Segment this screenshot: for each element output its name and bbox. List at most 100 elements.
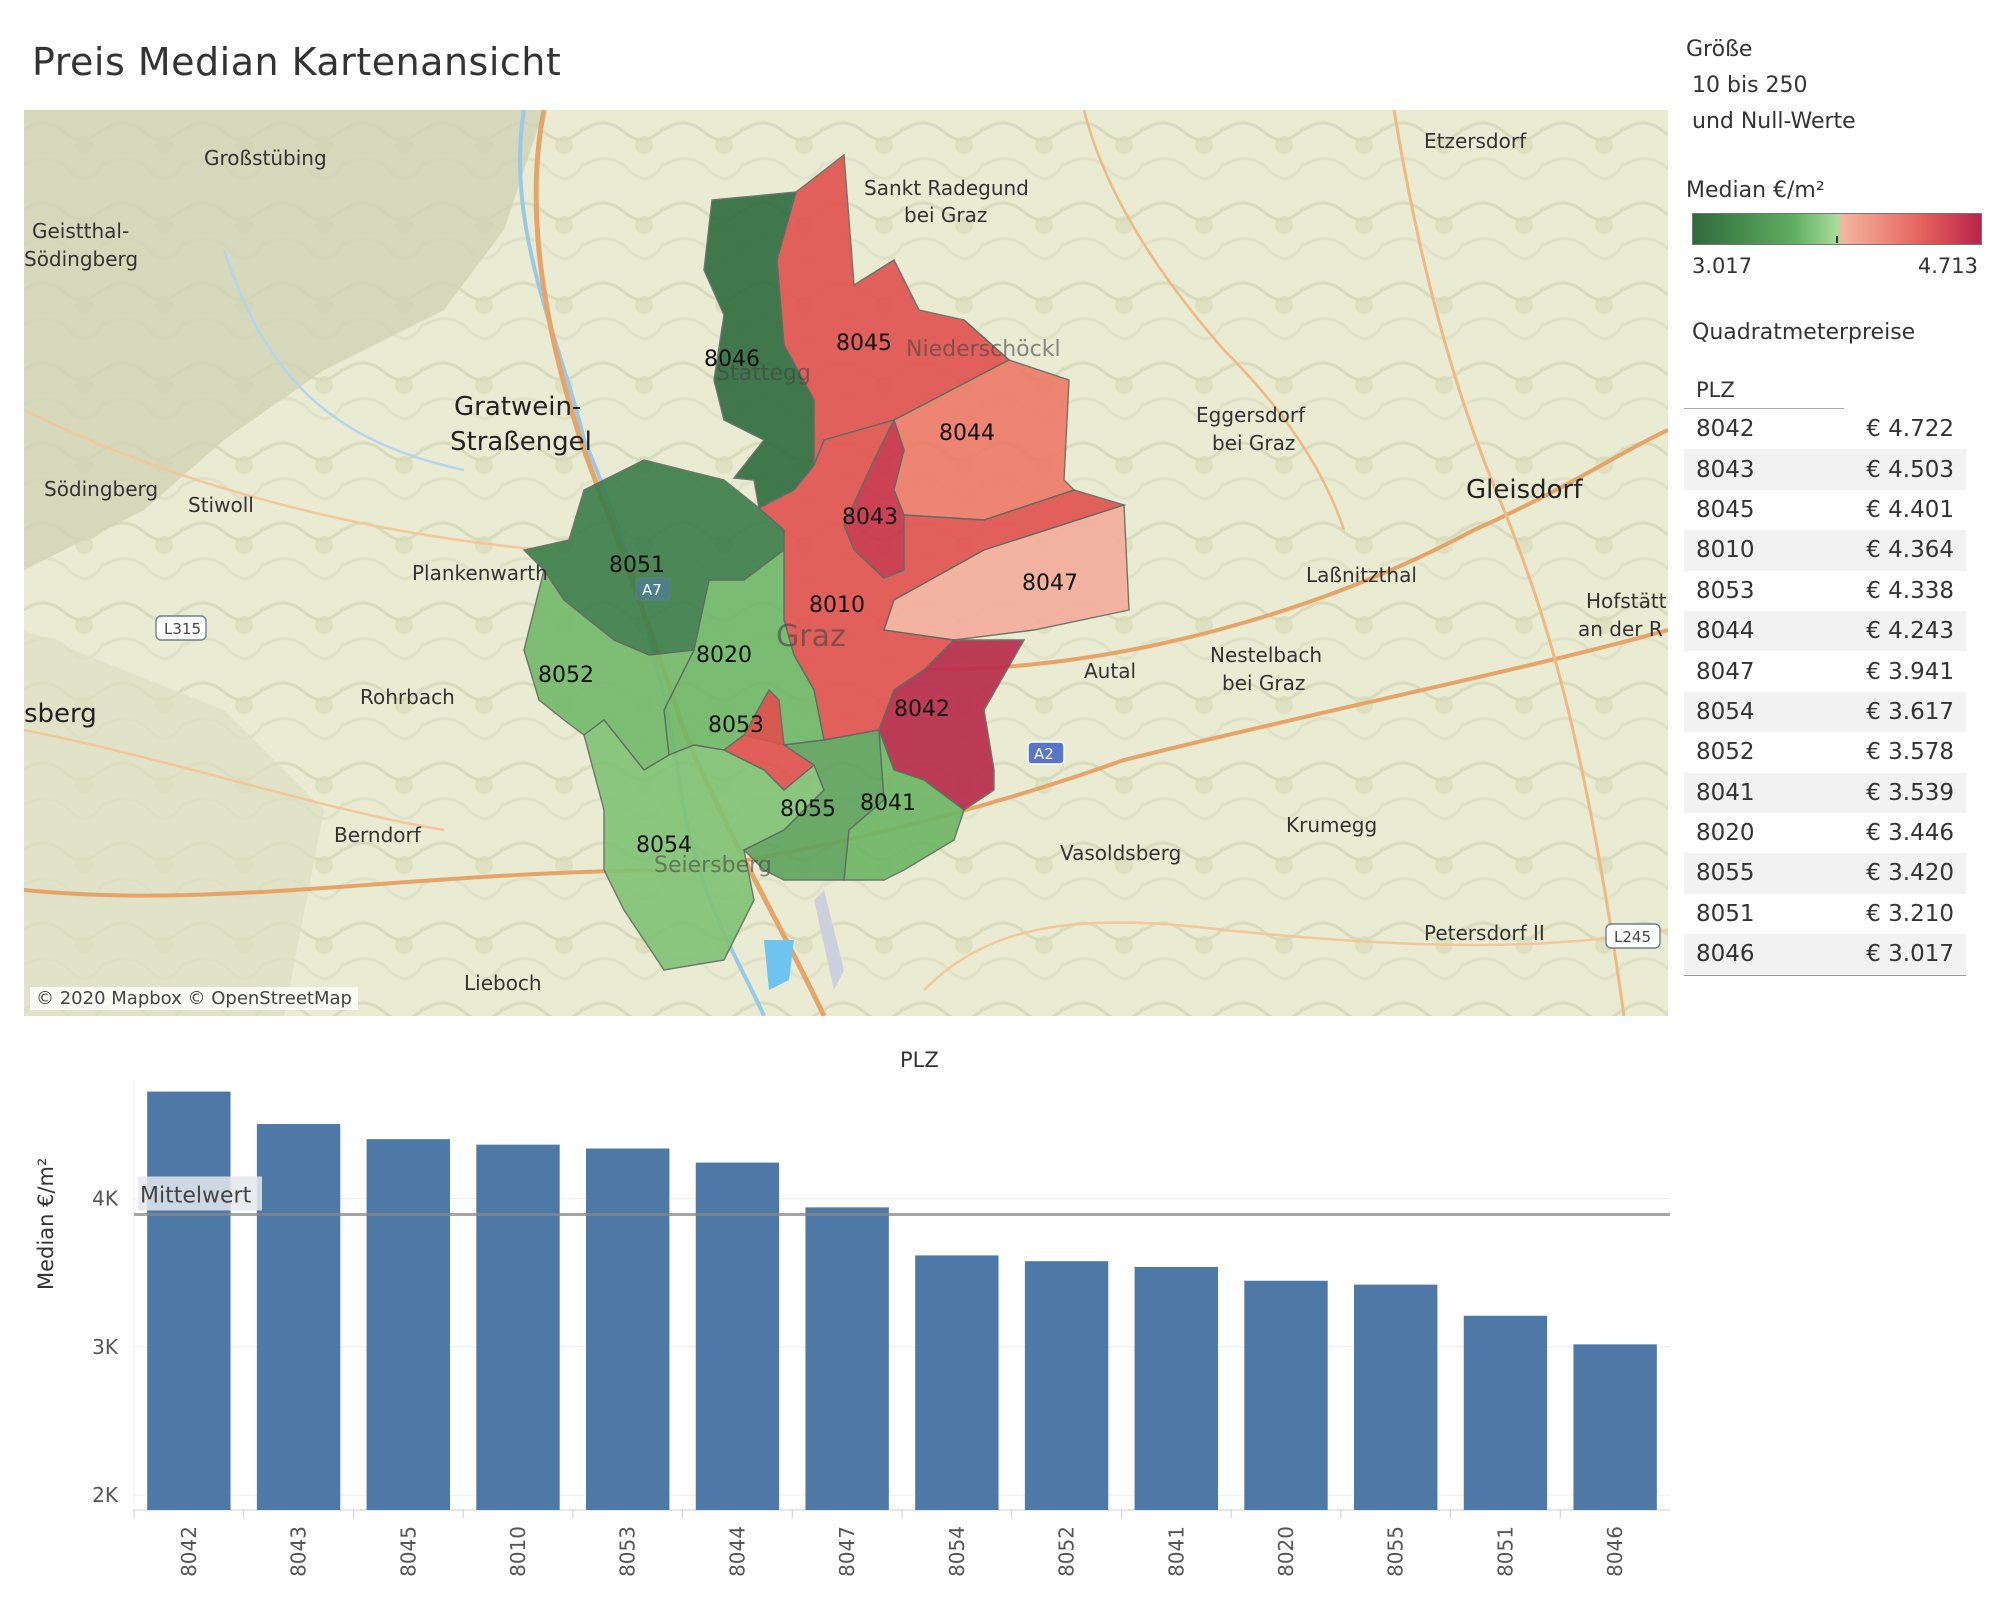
y-tick-label: 2K bbox=[92, 1483, 119, 1507]
table-cell-plz: 8051 bbox=[1696, 900, 1755, 927]
y-tick-label: 4K bbox=[92, 1187, 119, 1211]
svg-text:Niederschöckl: Niederschöckl bbox=[906, 337, 1061, 362]
table-row[interactable]: 8043 € 4.503 bbox=[1684, 449, 1966, 490]
svg-text:Petersdorf II: Petersdorf II bbox=[1424, 921, 1545, 945]
svg-text:Autal: Autal bbox=[1084, 659, 1136, 683]
bar-8046[interactable] bbox=[1573, 1344, 1657, 1510]
svg-text:Sankt Radegund: Sankt Radegund bbox=[864, 176, 1029, 200]
svg-text:A2: A2 bbox=[1034, 745, 1054, 763]
svg-text:8044: 8044 bbox=[939, 421, 995, 446]
svg-text:8042: 8042 bbox=[894, 697, 950, 722]
svg-text:Großstübing: Großstübing bbox=[204, 146, 327, 170]
mean-reference-label: Mittelwert bbox=[140, 1183, 252, 1208]
table-cell-plz: 8010 bbox=[1684, 530, 1801, 571]
table-row[interactable]: 8010 € 4.364 bbox=[1684, 530, 1966, 571]
table-cell-plz: 8020 bbox=[1696, 820, 1755, 847]
road-sign-a7: A7 bbox=[635, 577, 671, 601]
region-8041[interactable] bbox=[843, 729, 965, 881]
svg-text:Lieboch: Lieboch bbox=[464, 971, 542, 995]
color-legend-title: Median €/m² bbox=[1686, 178, 1825, 203]
region-8042[interactable] bbox=[878, 639, 1026, 811]
svg-text:Nestelbach: Nestelbach bbox=[1210, 643, 1322, 667]
bar-8052[interactable] bbox=[1024, 1261, 1109, 1510]
table-row[interactable]: 8047 € 3.941 bbox=[1684, 651, 1966, 691]
table-row[interactable]: 8052 € 3.578 bbox=[1684, 732, 1966, 772]
page-title: Preis Median Kartenansicht bbox=[32, 40, 562, 84]
svg-text:Rohrbach: Rohrbach bbox=[360, 685, 455, 709]
svg-text:Straßengel: Straßengel bbox=[450, 427, 592, 457]
table-cell-plz: 8044 bbox=[1684, 610, 1801, 652]
svg-text:8053: 8053 bbox=[708, 713, 764, 738]
road-sign-l245: L245 bbox=[1605, 923, 1661, 949]
bar-8043[interactable] bbox=[256, 1124, 341, 1510]
svg-text:L315: L315 bbox=[164, 620, 201, 638]
color-legend-max: 4.713 bbox=[1917, 254, 1978, 278]
bar-8010[interactable] bbox=[476, 1144, 560, 1510]
table-row[interactable]: 8053 € 4.338 bbox=[1684, 571, 1966, 611]
region-8047[interactable] bbox=[883, 504, 1130, 641]
bar-8020[interactable] bbox=[1244, 1280, 1328, 1510]
plz-regions[interactable] bbox=[522, 153, 1130, 971]
bar-chart[interactable]: 2K 3K 4K 8042 8043 8045 8010 8053 8044 8047 8054 80… bbox=[0, 1030, 1700, 1600]
svg-text:Graz: Graz bbox=[776, 619, 846, 654]
size-legend-null: und Null-Werte bbox=[1692, 109, 1856, 134]
table-cell-plz: 8043 bbox=[1684, 449, 1801, 490]
table-row[interactable]: 8041 € 3.539 bbox=[1684, 772, 1966, 813]
size-legend: Größe 10 bis 250 und Null-Werte bbox=[1686, 32, 1856, 140]
table-cell-plz: 8053 bbox=[1696, 577, 1755, 604]
size-legend-range: 10 bis 250 bbox=[1692, 73, 1808, 98]
svg-text:8047: 8047 bbox=[1022, 571, 1078, 596]
svg-text:8052: 8052 bbox=[538, 663, 594, 688]
price-table-header-plz: PLZ bbox=[1696, 378, 1735, 402]
svg-text:bei Graz: bei Graz bbox=[1222, 671, 1305, 695]
color-legend-min: 3.017 bbox=[1692, 254, 1753, 278]
bar-8055[interactable] bbox=[1354, 1284, 1438, 1510]
table-row[interactable]: 8020 € 3.446 bbox=[1684, 813, 1966, 853]
bar-8051[interactable] bbox=[1463, 1315, 1548, 1510]
table-row[interactable]: 8042 € 4.722 bbox=[1684, 409, 1966, 449]
svg-text:Södingberg: Södingberg bbox=[44, 477, 158, 501]
svg-text:Plankenwarth: Plankenwarth bbox=[412, 561, 548, 585]
svg-text:Krumegg: Krumegg bbox=[1286, 813, 1377, 837]
table-cell-price: € 3.617 bbox=[1800, 691, 1966, 733]
table-row[interactable]: 8046 € 3.017 bbox=[1684, 934, 1966, 975]
map-view[interactable]: Großstübing Geistthal- Södingberg Sankt … bbox=[24, 110, 1668, 1016]
table-cell-price: € 3.017 bbox=[1800, 934, 1966, 975]
table-row[interactable]: 8055 € 3.420 bbox=[1684, 853, 1966, 894]
x-tick-label: 8051 bbox=[1493, 1526, 1517, 1577]
map-attribution[interactable]: © 2020 Mapbox © OpenStreetMap bbox=[30, 987, 358, 1010]
bar-8053[interactable] bbox=[586, 1148, 670, 1510]
chart-title: PLZ bbox=[900, 1048, 939, 1072]
table-cell-price: € 3.578 bbox=[1866, 739, 1954, 766]
bar-8042[interactable] bbox=[147, 1091, 231, 1510]
svg-text:Gleisdorf: Gleisdorf bbox=[1466, 475, 1583, 505]
table-row[interactable]: 8051 € 3.210 bbox=[1684, 894, 1966, 934]
svg-text:L245: L245 bbox=[1614, 928, 1651, 946]
bar-8047[interactable] bbox=[805, 1207, 889, 1510]
table-row[interactable]: 8054 € 3.617 bbox=[1684, 691, 1966, 733]
bar-8054[interactable] bbox=[915, 1255, 999, 1510]
x-tick-label: 8046 bbox=[1603, 1526, 1627, 1577]
x-tick-label: 8020 bbox=[1274, 1526, 1298, 1577]
table-cell-price: € 3.941 bbox=[1866, 658, 1954, 685]
bar-8044[interactable] bbox=[695, 1162, 780, 1510]
svg-text:Seiersberg: Seiersberg bbox=[654, 853, 772, 878]
table-cell-price: € 3.210 bbox=[1866, 900, 1954, 927]
table-row[interactable]: 8044 € 4.243 bbox=[1684, 610, 1966, 652]
table-cell-price: € 4.338 bbox=[1866, 577, 1954, 604]
svg-text:8020: 8020 bbox=[696, 643, 752, 668]
svg-text:Laßnitzthal: Laßnitzthal bbox=[1306, 563, 1417, 587]
svg-text:8051: 8051 bbox=[609, 553, 665, 578]
bar-8041[interactable] bbox=[1134, 1266, 1218, 1510]
x-tick-label: 8053 bbox=[616, 1526, 640, 1577]
svg-text:Berndorf: Berndorf bbox=[334, 823, 422, 847]
table-cell-plz: 8054 bbox=[1684, 691, 1801, 733]
x-tick-label: 8044 bbox=[725, 1526, 749, 1577]
table-cell-plz: 8052 bbox=[1696, 739, 1755, 766]
price-table: 8042 € 4.722 8043 € 4.503 8045 € 4.401 8010 € 4… bbox=[1684, 409, 1966, 975]
table-cell-plz: 8046 bbox=[1684, 934, 1801, 975]
table-row[interactable]: 8045 € 4.401 bbox=[1684, 490, 1966, 530]
bar-8045[interactable] bbox=[366, 1139, 450, 1510]
map-canvas[interactable]: Großstübing Geistthal- Södingberg Sankt … bbox=[24, 110, 1668, 1016]
table-cell-price: € 4.503 bbox=[1800, 449, 1966, 490]
